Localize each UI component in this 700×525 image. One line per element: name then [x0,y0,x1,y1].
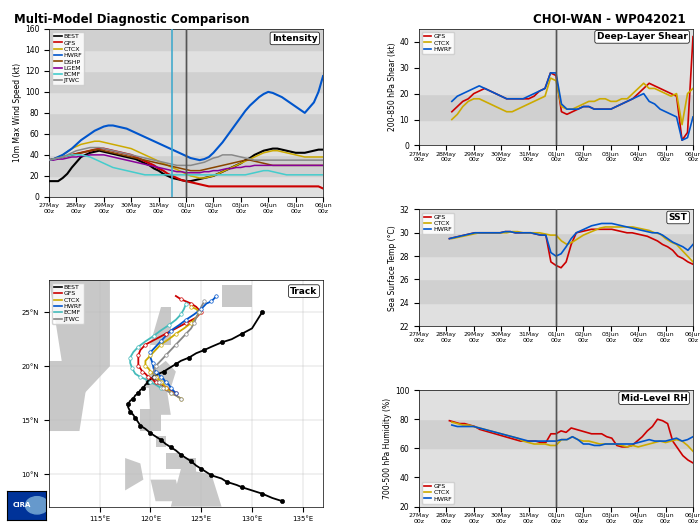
Bar [49,134,323,155]
Legend: GFS, CTCX, HWRF: GFS, CTCX, HWRF [422,482,454,503]
Bar [49,92,323,113]
Text: CHOI-WAN - WP042021: CHOI-WAN - WP042021 [533,13,686,26]
Bar [49,155,323,176]
Circle shape [25,497,48,514]
Polygon shape [44,361,64,388]
Text: Track: Track [290,287,318,296]
Polygon shape [181,458,196,474]
Polygon shape [221,285,252,307]
Polygon shape [146,361,176,388]
Polygon shape [150,307,171,344]
Polygon shape [49,280,110,410]
Bar [49,176,323,197]
Text: Intensity: Intensity [272,34,318,43]
Y-axis label: 200-850 hPa Shear (kt): 200-850 hPa Shear (kt) [388,43,397,131]
Legend: BEST, GFS, CTCX, HWRF, DSHP, LGEM, ECMF, JTWC: BEST, GFS, CTCX, HWRF, DSHP, LGEM, ECMF,… [52,32,84,85]
Text: Mid-Level RH: Mid-Level RH [621,394,687,403]
Bar [419,29,693,93]
Bar [49,29,323,50]
Legend: GFS, CTCX, HWRF: GFS, CTCX, HWRF [422,213,454,234]
Polygon shape [155,436,166,447]
Bar [49,113,323,134]
Text: Multi-Model Diagnostic Comparison: Multi-Model Diagnostic Comparison [14,13,249,26]
Bar [419,279,693,303]
Y-axis label: Sea Surface Temp (°C): Sea Surface Temp (°C) [388,225,397,311]
Y-axis label: 10m Max Wind Speed (kt): 10m Max Wind Speed (kt) [13,64,22,162]
Bar [49,50,323,71]
Bar [419,209,693,233]
Polygon shape [140,410,160,431]
Bar [49,71,323,92]
Polygon shape [166,453,181,469]
Bar [419,303,693,326]
Legend: GFS, CTCX, HWRF: GFS, CTCX, HWRF [422,32,454,54]
Bar [419,233,693,256]
Text: SST: SST [668,213,687,222]
Bar [419,419,693,448]
Text: CIRA: CIRA [13,502,31,508]
Polygon shape [49,366,90,431]
Polygon shape [171,469,221,507]
Bar [419,93,693,120]
Bar [419,390,693,419]
Text: Deep-Layer Shear: Deep-Layer Shear [596,33,687,41]
Legend: BEST, GFS, CTCX, HWRF, ECMF, JTWC: BEST, GFS, CTCX, HWRF, ECMF, JTWC [52,283,84,323]
Polygon shape [148,382,171,415]
Bar [419,120,693,145]
Y-axis label: 700-500 hPa Humidity (%): 700-500 hPa Humidity (%) [383,398,392,499]
Polygon shape [125,458,144,490]
Bar [419,256,693,279]
Polygon shape [150,480,181,501]
Bar [419,448,693,507]
